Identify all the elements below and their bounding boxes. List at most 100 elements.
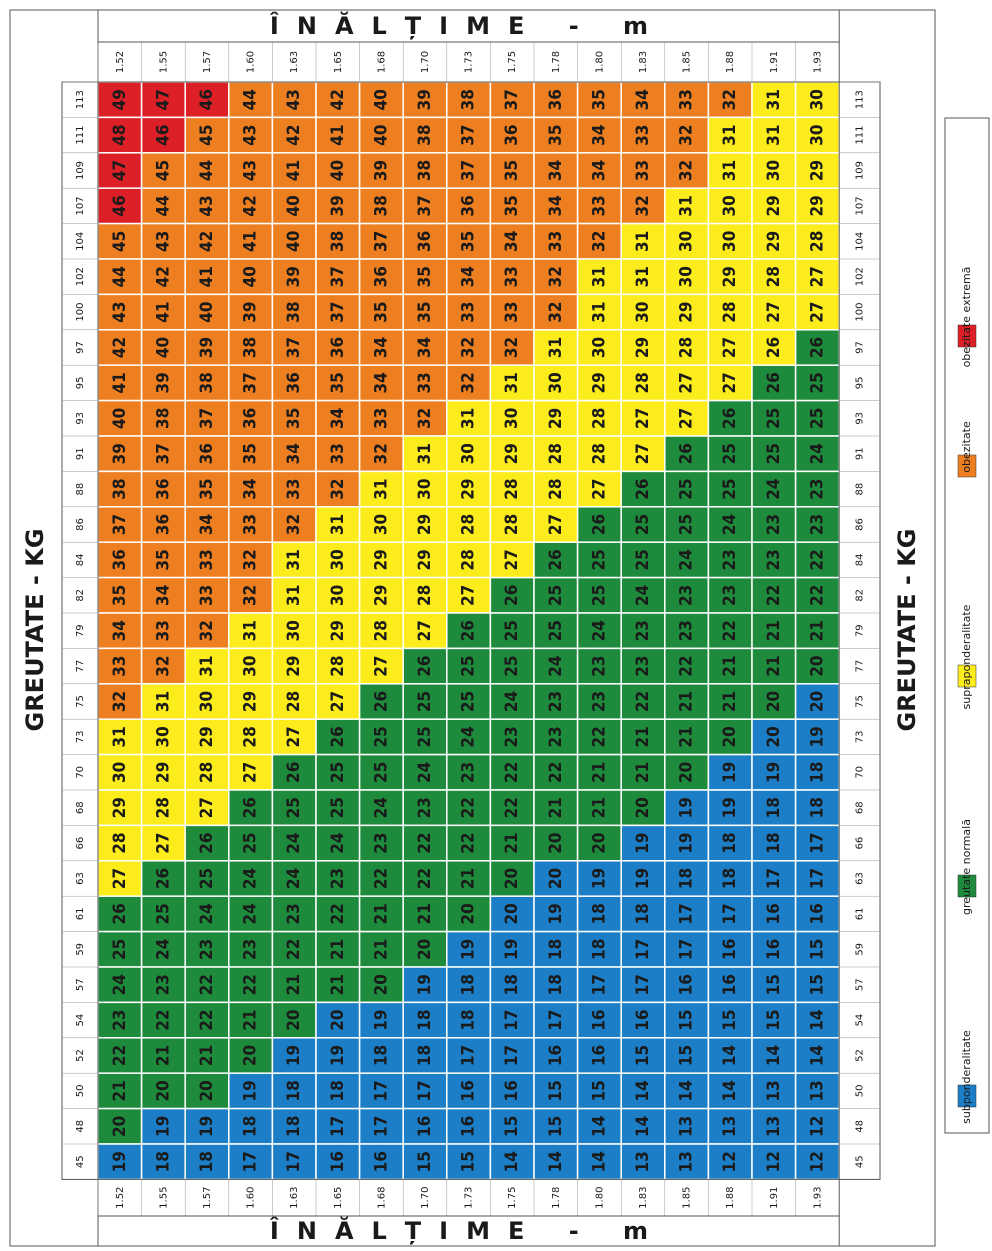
cell-value: 23 [328, 868, 348, 889]
cell-value: 18 [546, 939, 566, 960]
cell-value: 22 [110, 1045, 130, 1066]
cell-value: 32 [677, 124, 697, 145]
cell [489, 1037, 535, 1074]
cell [446, 152, 492, 189]
cell-value: 38 [241, 337, 261, 358]
cell-value: 26 [502, 585, 522, 606]
cell-value: 40 [328, 160, 348, 181]
cell [315, 1107, 361, 1145]
weight-label: 86 [75, 518, 86, 531]
cell-value: 33 [633, 124, 653, 145]
weight-label: 70 [855, 766, 866, 779]
cell [402, 222, 448, 260]
weight-label: 54 [855, 1014, 866, 1027]
cell [794, 293, 840, 331]
cell [228, 1001, 274, 1039]
cell-value: 12 [764, 1151, 784, 1172]
cell [751, 1037, 797, 1074]
cell [184, 1107, 230, 1145]
cell-value: 36 [502, 124, 522, 145]
cell-value: 26 [720, 408, 740, 429]
cell-value: 19 [633, 868, 653, 889]
cell-value: 40 [284, 195, 304, 216]
cell-value: 36 [459, 195, 479, 216]
height-label: 1.52 [115, 51, 126, 73]
cell-value: 20 [764, 726, 784, 747]
cell [228, 470, 274, 508]
cell-value: 33 [197, 585, 217, 606]
cell [402, 435, 448, 473]
cell [794, 1037, 840, 1074]
cell-value: 26 [371, 691, 391, 712]
height-label: 1.73 [464, 51, 475, 73]
cell-value: 21 [459, 868, 479, 889]
weight-label: 93 [855, 412, 866, 425]
cell-value: 18 [764, 832, 784, 853]
weight-label: 52 [855, 1049, 866, 1062]
height-row [97, 1178, 840, 1217]
cell-value: 20 [502, 903, 522, 924]
cell-value: 31 [502, 372, 522, 393]
cell-value: 37 [153, 443, 173, 464]
cell-value: 30 [328, 549, 348, 570]
cell-value: 33 [284, 478, 304, 499]
cell-value: 23 [807, 478, 827, 499]
weight-label: 84 [75, 554, 86, 567]
cell [794, 506, 840, 543]
cell-value: 28 [110, 832, 130, 853]
cell-value: 22 [502, 762, 522, 783]
cell [271, 753, 317, 791]
cell-value: 16 [807, 903, 827, 924]
cell [271, 966, 317, 1004]
weight-label: 57 [75, 978, 86, 991]
cell [271, 860, 317, 897]
cell-value: 35 [502, 160, 522, 181]
cell-value: 31 [764, 89, 784, 110]
legend-label: obezitate extremă [960, 267, 973, 368]
height-label: 1.70 [420, 51, 431, 73]
cell [707, 187, 753, 225]
height-label: 1.63 [289, 51, 300, 73]
cell-value: 16 [720, 939, 740, 960]
cell-value: 19 [415, 974, 435, 995]
cell [402, 612, 448, 650]
cell [271, 152, 317, 189]
cell-value: 30 [371, 514, 391, 535]
cell-value: 29 [371, 549, 391, 570]
cell-value: 31 [633, 231, 653, 252]
cell-value: 37 [459, 160, 479, 181]
cell [315, 187, 361, 225]
cell-value: 36 [546, 89, 566, 110]
cell [358, 1072, 404, 1110]
cell-value: 36 [371, 266, 391, 287]
cell [794, 576, 840, 614]
cell [315, 930, 361, 968]
weight-label: 104 [855, 232, 866, 251]
cell [489, 81, 535, 119]
cell [358, 1001, 404, 1039]
cell [446, 1001, 492, 1039]
cell-value: 26 [153, 868, 173, 889]
cell-value: 22 [415, 868, 435, 889]
cell-value: 30 [110, 762, 130, 783]
cell-value: 14 [720, 1080, 740, 1101]
cell-value: 42 [328, 89, 348, 110]
cell-value: 23 [546, 691, 566, 712]
cell-value: 39 [197, 337, 217, 358]
weight-label: 107 [855, 196, 866, 215]
cell-value: 37 [459, 124, 479, 145]
cell [446, 718, 492, 756]
cell-value: 23 [415, 797, 435, 818]
cell-value: 23 [546, 726, 566, 747]
cell-value: 27 [807, 266, 827, 287]
cell [228, 683, 274, 720]
cell-value: 38 [415, 160, 435, 181]
cell [533, 541, 579, 579]
cell [620, 222, 666, 260]
cell-value: 43 [197, 195, 217, 216]
cell-value: 16 [328, 1151, 348, 1172]
cell-value: 33 [633, 160, 653, 181]
cell [184, 930, 230, 968]
cell [140, 435, 186, 473]
cell [576, 576, 622, 614]
